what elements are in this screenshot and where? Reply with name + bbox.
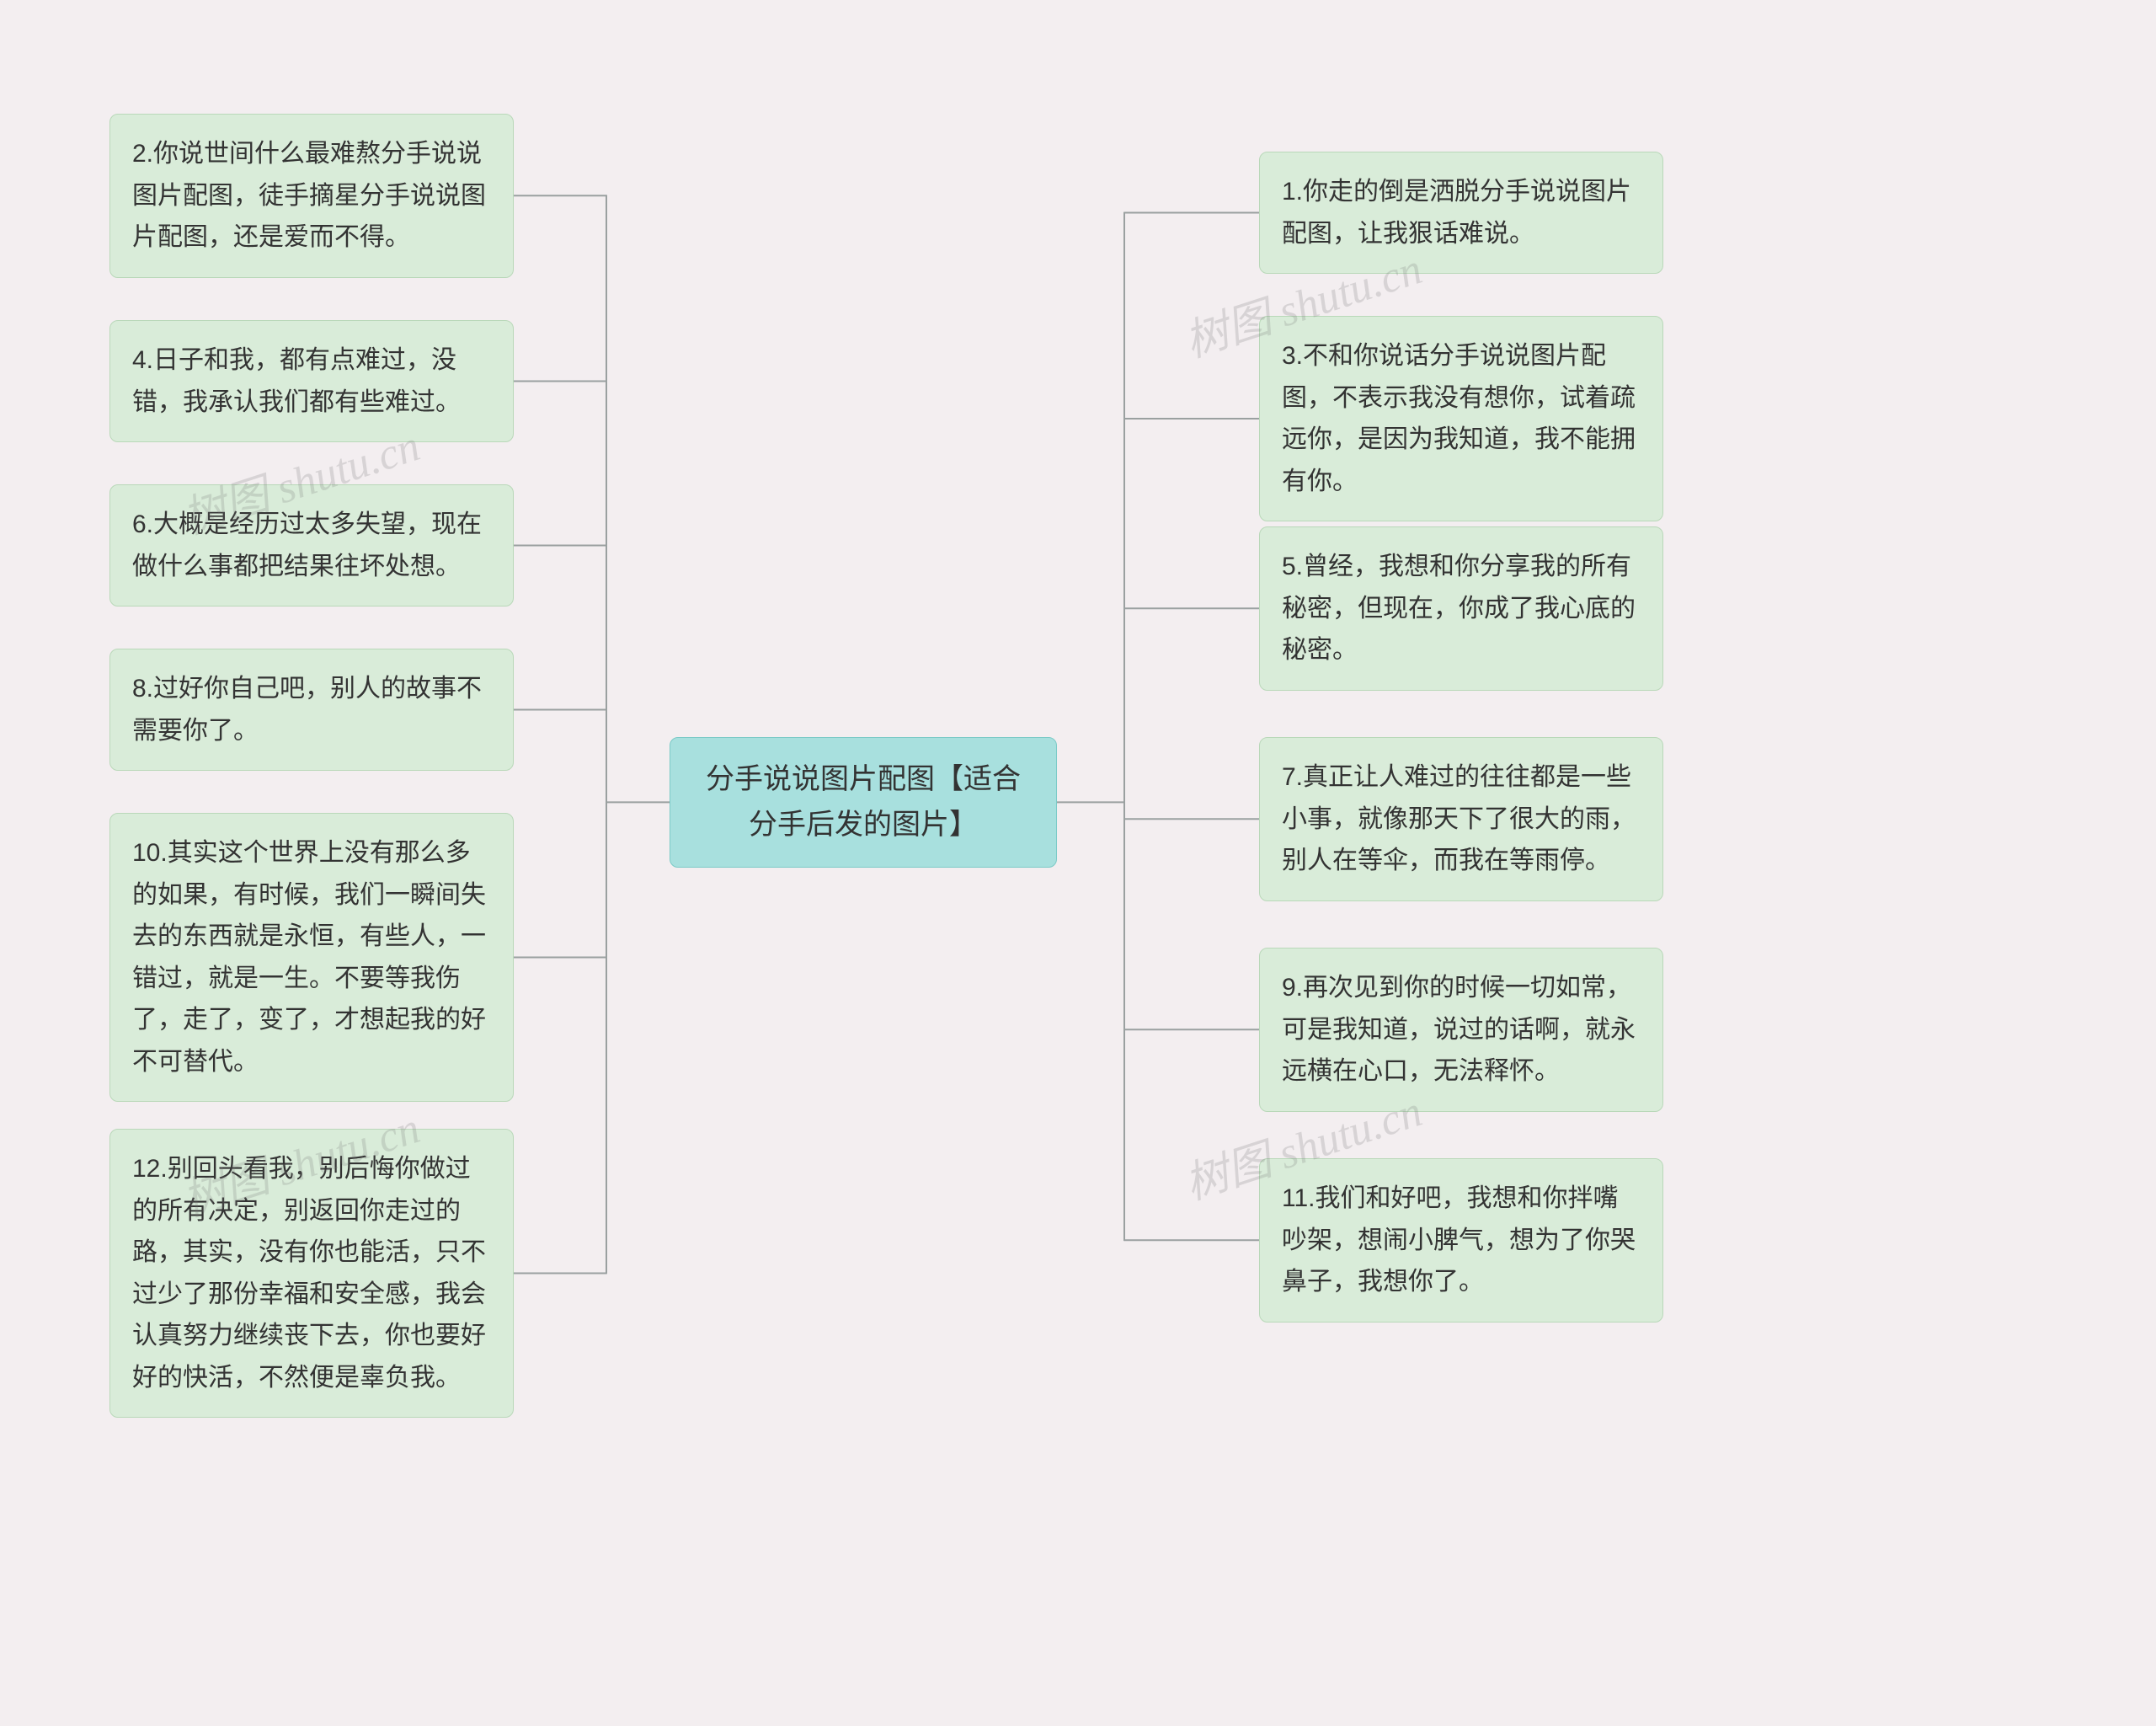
leaf-n8: 8.过好你自己吧，别人的故事不需要你了。 — [109, 649, 514, 771]
leaf-n12: 12.别回头看我，别后悔你做过的所有决定，别返回你走过的路，其实，没有你也能活，… — [109, 1129, 514, 1418]
center-node: 分手说说图片配图【适合 分手后发的图片】 — [670, 737, 1057, 868]
leaf-n7: 7.真正让人难过的往往都是一些小事，就像那天下了很大的雨，别人在等伞，而我在等雨… — [1259, 737, 1663, 901]
leaf-n4: 4.日子和我，都有点难过，没错，我承认我们都有些难过。 — [109, 320, 514, 442]
center-line1: 分手说说图片配图【适合 — [692, 756, 1034, 802]
leaf-n6: 6.大概是经历过太多失望，现在做什么事都把结果往坏处想。 — [109, 484, 514, 607]
center-line2: 分手后发的图片】 — [692, 802, 1034, 847]
leaf-n1: 1.你走的倒是洒脱分手说说图片配图，让我狠话难说。 — [1259, 152, 1663, 274]
leaf-n11: 11.我们和好吧，我想和你拌嘴吵架，想闹小脾气，想为了你哭鼻子，我想你了。 — [1259, 1158, 1663, 1323]
leaf-n9: 9.再次见到你的时候一切如常，可是我知道，说过的话啊，就永远横在心口，无法释怀。 — [1259, 948, 1663, 1112]
leaf-n2: 2.你说世间什么最难熬分手说说图片配图，徒手摘星分手说说图片配图，还是爱而不得。 — [109, 114, 514, 278]
leaf-n5: 5.曾经，我想和你分享我的所有秘密，但现在，你成了我心底的秘密。 — [1259, 526, 1663, 691]
leaf-n3: 3.不和你说话分手说说图片配图，不表示我没有想你，试着疏远你，是因为我知道，我不… — [1259, 316, 1663, 521]
leaf-n10: 10.其实这个世界上没有那么多的如果，有时候，我们一瞬间失去的东西就是永恒，有些… — [109, 813, 514, 1102]
